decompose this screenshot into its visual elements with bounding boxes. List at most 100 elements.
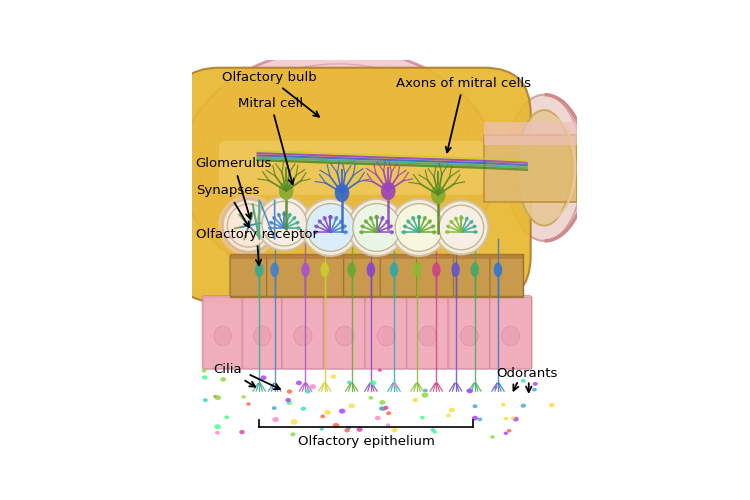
Ellipse shape	[378, 368, 382, 372]
Ellipse shape	[268, 226, 272, 230]
Ellipse shape	[420, 416, 424, 420]
Ellipse shape	[472, 416, 478, 420]
Bar	[230, 254, 523, 297]
Ellipse shape	[286, 398, 291, 402]
Ellipse shape	[411, 216, 416, 220]
Ellipse shape	[215, 431, 220, 434]
Bar	[203, 297, 531, 368]
Ellipse shape	[472, 404, 478, 408]
Ellipse shape	[478, 418, 482, 421]
Ellipse shape	[413, 398, 418, 402]
Ellipse shape	[282, 212, 286, 216]
Text: Olfactory receptor: Olfactory receptor	[196, 228, 318, 265]
Ellipse shape	[202, 398, 208, 402]
Ellipse shape	[427, 220, 432, 224]
Ellipse shape	[272, 406, 277, 410]
Ellipse shape	[342, 224, 346, 228]
Ellipse shape	[271, 262, 279, 277]
Ellipse shape	[433, 430, 437, 434]
FancyBboxPatch shape	[219, 141, 484, 195]
FancyBboxPatch shape	[242, 296, 283, 369]
Ellipse shape	[346, 426, 351, 430]
Ellipse shape	[347, 262, 356, 277]
Text: Axons of mitral cells: Axons of mitral cells	[396, 76, 531, 152]
Ellipse shape	[470, 262, 479, 277]
FancyBboxPatch shape	[448, 296, 491, 369]
Ellipse shape	[314, 224, 319, 228]
Ellipse shape	[502, 326, 520, 346]
Ellipse shape	[254, 326, 271, 346]
Circle shape	[262, 202, 307, 246]
Ellipse shape	[466, 388, 473, 394]
Ellipse shape	[503, 417, 509, 420]
Ellipse shape	[224, 416, 230, 419]
Text: Glomerulus: Glomerulus	[196, 158, 272, 218]
Ellipse shape	[328, 215, 332, 220]
Ellipse shape	[260, 376, 266, 380]
Ellipse shape	[402, 230, 406, 234]
Ellipse shape	[347, 380, 352, 384]
Ellipse shape	[432, 230, 436, 234]
Ellipse shape	[272, 216, 276, 220]
Ellipse shape	[472, 224, 476, 228]
Ellipse shape	[296, 380, 302, 385]
FancyBboxPatch shape	[323, 296, 366, 369]
Ellipse shape	[507, 429, 512, 432]
Ellipse shape	[452, 262, 460, 277]
Ellipse shape	[504, 432, 508, 435]
FancyBboxPatch shape	[364, 296, 407, 369]
Circle shape	[348, 199, 405, 256]
Ellipse shape	[377, 326, 395, 346]
Ellipse shape	[446, 224, 451, 228]
Text: Mitral cell: Mitral cell	[238, 96, 303, 184]
Ellipse shape	[459, 216, 464, 220]
Ellipse shape	[286, 400, 292, 405]
Ellipse shape	[422, 392, 428, 398]
Ellipse shape	[448, 408, 454, 412]
Ellipse shape	[417, 215, 422, 220]
Ellipse shape	[375, 416, 380, 420]
Ellipse shape	[310, 384, 316, 389]
Ellipse shape	[288, 213, 292, 217]
Ellipse shape	[430, 428, 435, 432]
Text: Synapses: Synapses	[196, 184, 259, 227]
FancyBboxPatch shape	[266, 255, 306, 296]
Ellipse shape	[242, 395, 246, 398]
Ellipse shape	[389, 230, 394, 234]
Ellipse shape	[200, 64, 477, 272]
Circle shape	[434, 200, 488, 254]
Ellipse shape	[320, 262, 329, 277]
Ellipse shape	[532, 382, 538, 386]
Ellipse shape	[446, 230, 449, 234]
Ellipse shape	[460, 326, 478, 346]
Ellipse shape	[454, 217, 458, 221]
Ellipse shape	[380, 216, 385, 220]
Ellipse shape	[367, 262, 375, 277]
Ellipse shape	[386, 424, 390, 426]
Ellipse shape	[430, 224, 435, 228]
Bar	[230, 254, 523, 259]
FancyBboxPatch shape	[202, 296, 243, 369]
Ellipse shape	[374, 215, 379, 220]
FancyBboxPatch shape	[490, 255, 524, 296]
Ellipse shape	[294, 326, 312, 346]
Ellipse shape	[374, 215, 379, 220]
Ellipse shape	[380, 400, 386, 405]
Circle shape	[391, 199, 448, 256]
Ellipse shape	[305, 390, 310, 394]
Circle shape	[218, 194, 280, 256]
Ellipse shape	[301, 406, 306, 411]
Ellipse shape	[322, 216, 327, 220]
Ellipse shape	[494, 386, 497, 389]
Ellipse shape	[277, 213, 281, 217]
Ellipse shape	[339, 408, 346, 414]
Text: Cilia: Cilia	[213, 364, 255, 386]
Ellipse shape	[328, 215, 332, 220]
Ellipse shape	[392, 428, 398, 432]
Ellipse shape	[333, 423, 340, 428]
Ellipse shape	[247, 402, 250, 406]
FancyBboxPatch shape	[453, 255, 491, 296]
Text: Odorants: Odorants	[496, 368, 557, 380]
Ellipse shape	[390, 262, 398, 277]
Ellipse shape	[290, 432, 296, 436]
